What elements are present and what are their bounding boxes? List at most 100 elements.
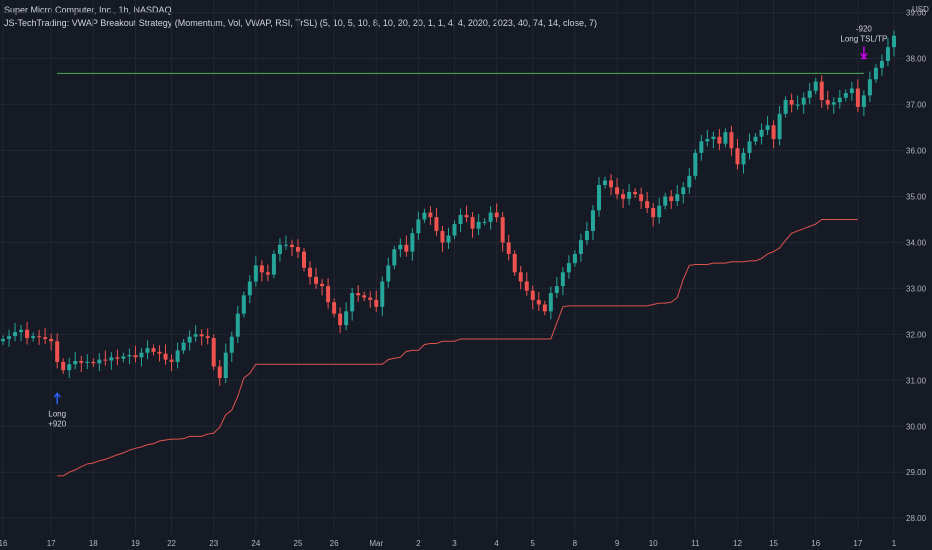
candle-body <box>392 249 397 266</box>
candle-body <box>861 95 866 107</box>
x-tick-label: 25 <box>294 539 303 548</box>
candle-body <box>831 102 836 105</box>
candle-body <box>121 356 126 359</box>
candle-body <box>596 185 601 211</box>
candle-body <box>320 283 325 287</box>
x-tick-label: 4 <box>494 539 499 548</box>
candle-body <box>302 251 307 268</box>
candle-body <box>422 212 427 220</box>
candle-body <box>289 244 294 248</box>
candle-body <box>368 297 373 300</box>
candle-body <box>572 253 577 264</box>
candle-body <box>819 81 824 101</box>
candle-body <box>235 313 240 337</box>
candle-body <box>187 336 192 343</box>
candle-body <box>374 299 379 307</box>
candle-body <box>241 295 246 314</box>
x-tick-label: 8 <box>573 539 578 548</box>
candle-body <box>518 272 523 282</box>
candle-body <box>777 113 782 140</box>
candle-body <box>85 361 90 363</box>
candle-body <box>687 175 692 188</box>
indicator-legend[interactable]: JS-TechTrading: VWAP Breakout Strategy (… <box>4 18 597 28</box>
candle-body <box>332 302 337 314</box>
candle-body <box>458 214 463 225</box>
y-tick-label: 28.00 <box>906 514 927 523</box>
y-tick-label: 31.00 <box>906 376 927 385</box>
candle-body <box>542 304 547 312</box>
candle-body <box>645 201 650 208</box>
candle-body <box>891 35 896 48</box>
candle-body <box>133 355 138 358</box>
candle-body <box>843 93 848 98</box>
candle-body <box>193 334 198 337</box>
candle-body <box>494 212 499 218</box>
candle-body <box>344 311 349 326</box>
candle-body <box>633 191 638 195</box>
candle-body <box>470 217 475 229</box>
candle-body <box>885 47 890 61</box>
candle-body <box>211 338 216 367</box>
candle-body <box>1 338 5 342</box>
candle-body <box>61 361 66 371</box>
candle-body <box>55 341 60 362</box>
candle-body <box>404 244 409 252</box>
candle-body <box>380 281 385 307</box>
candle-body <box>675 194 680 202</box>
candle-body <box>759 129 764 137</box>
candle-body <box>855 88 860 107</box>
candle-body <box>795 104 800 106</box>
candle-body <box>452 224 457 236</box>
x-tick-label: Mar <box>369 539 383 548</box>
candle-body <box>43 337 48 339</box>
x-tick-label: 16 <box>811 539 820 548</box>
candle-body <box>657 205 662 218</box>
x-tick-label: 17 <box>47 539 56 548</box>
candle-body <box>741 152 746 165</box>
candle-body <box>229 336 234 353</box>
candle-body <box>67 364 72 371</box>
candle-body <box>362 295 367 298</box>
candle-body <box>530 290 535 300</box>
candle-body <box>548 292 553 312</box>
candle-body <box>560 272 565 287</box>
candle-body <box>801 97 806 105</box>
exit-label: Long TSL/TP <box>840 34 887 43</box>
candle-body <box>103 359 108 361</box>
x-tick-label: 22 <box>167 539 176 548</box>
candle-body <box>476 221 481 229</box>
candle-body <box>512 253 517 273</box>
candle-body <box>669 196 674 202</box>
candle-body <box>326 286 331 303</box>
candle-body <box>771 125 776 140</box>
exit-arrow-head <box>860 53 868 59</box>
candle-body <box>386 265 391 282</box>
candle-body <box>536 299 541 305</box>
long-entry-label: Long <box>48 409 66 418</box>
x-tick-label: 23 <box>209 539 218 548</box>
candle-body <box>145 348 150 353</box>
x-tick-label: 19 <box>131 539 140 548</box>
candle-body <box>398 244 403 250</box>
candle-body <box>813 81 818 91</box>
candle-body <box>410 233 415 252</box>
trailing-stop-line <box>57 218 858 477</box>
candle-body <box>127 355 132 357</box>
y-tick-label: 35.00 <box>906 193 927 202</box>
candle-body <box>681 187 686 195</box>
candle-body <box>139 352 144 358</box>
candle-body <box>849 88 854 94</box>
x-tick-label: 12 <box>733 539 742 548</box>
candle-body <box>356 292 361 296</box>
candle-body <box>49 338 54 342</box>
candle-body <box>37 336 42 338</box>
candle-body <box>603 180 608 186</box>
candle-body <box>867 79 872 96</box>
candle-body <box>554 286 559 293</box>
candle-body <box>873 67 878 80</box>
candle-body <box>651 207 656 218</box>
y-tick-label: 36.00 <box>906 147 927 156</box>
y-tick-label: 34.00 <box>906 238 927 247</box>
long-entry-arrow-head <box>53 392 61 398</box>
